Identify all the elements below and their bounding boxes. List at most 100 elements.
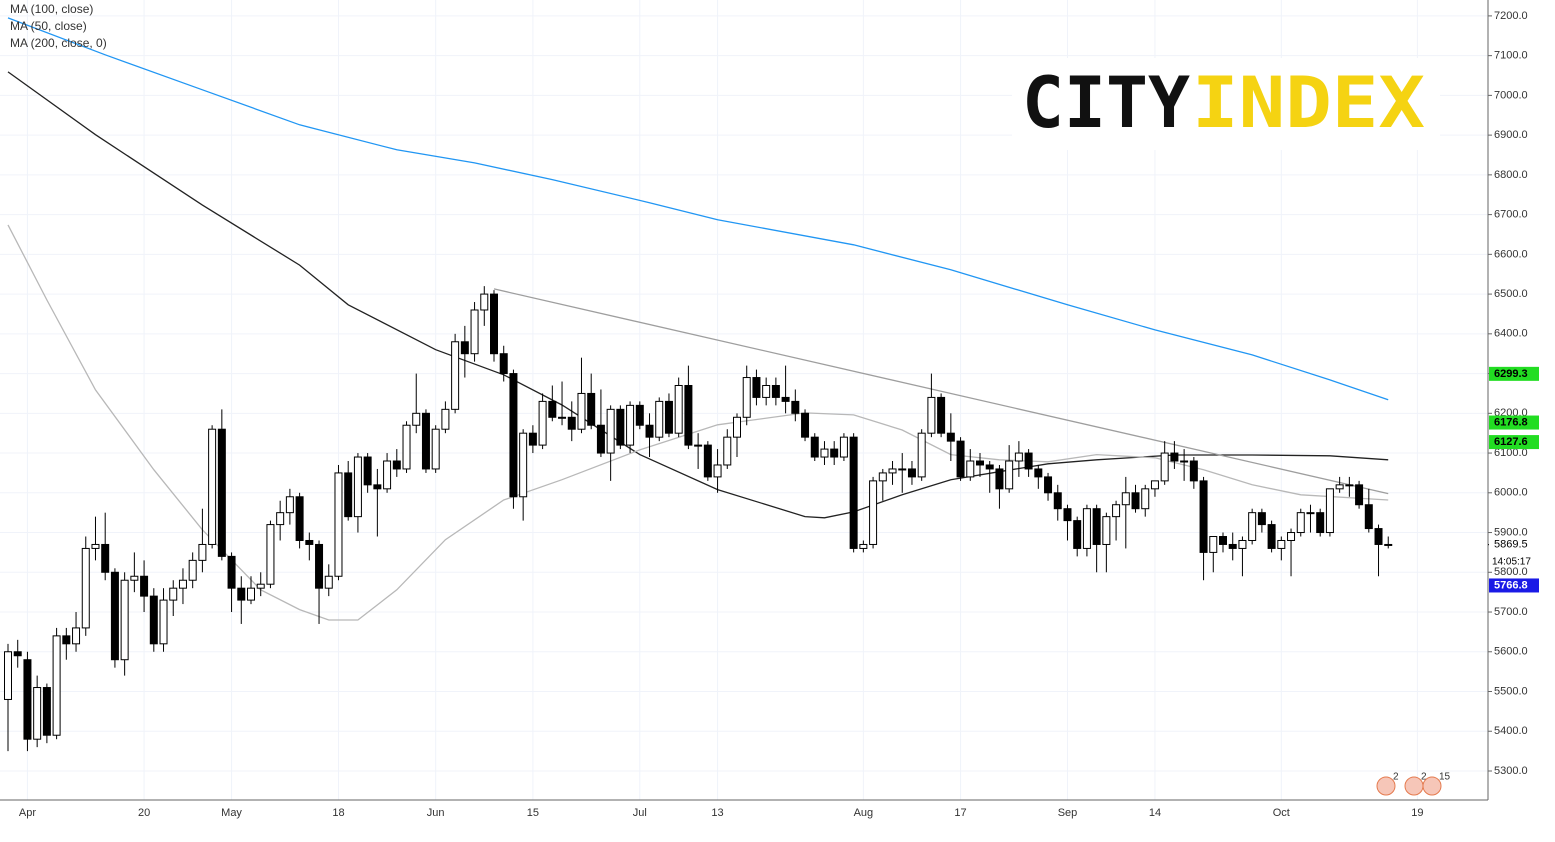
plot [4,17,1393,752]
candle-body [247,587,255,601]
candle-body [1150,480,1159,490]
level-label: 5766.8 [1494,579,1528,591]
candle-body [723,436,732,466]
candle-body [81,547,90,629]
y-tick-label: 6800.0 [1494,169,1528,181]
candle-body [1335,484,1344,490]
candle-body [752,377,761,398]
y-tick-label: 5600.0 [1494,646,1528,658]
x-tick-label: 20 [138,807,150,819]
candle-body [528,432,537,446]
last-price-box [1489,536,1539,564]
candle-body [1228,543,1237,549]
candle-body [451,341,460,410]
x-tick-label: 17 [954,807,966,819]
candle-body [577,392,586,430]
candle-body [587,392,596,426]
candle-body [1053,492,1062,510]
candle-body [188,559,197,581]
candle-body [1014,452,1023,462]
event-icon [1376,776,1396,796]
candle-body [1257,512,1266,526]
candle-body [33,687,42,740]
candle-body [344,472,353,518]
level-label-box [1489,578,1539,593]
candle-body [596,424,605,454]
y-tick-label: 6000.0 [1494,487,1528,499]
candle-body [42,687,51,736]
level-label-box [1489,435,1539,450]
candle-body [441,408,450,430]
candle-body [791,400,800,414]
candle-body [538,400,547,446]
candle-body [480,293,489,311]
candle-body [1287,532,1296,541]
moving-average-line [7,71,1389,519]
level-label-box [1489,415,1539,430]
candle-body [519,432,528,498]
x-tick-label: Aug [854,807,874,819]
candle-body [1364,504,1373,530]
candle-body [674,384,683,434]
x-tick-label: 18 [332,807,344,819]
candle-body [353,456,362,518]
y-tick-label: 5800.0 [1494,566,1528,578]
candle-body [1024,452,1033,470]
candle-body [771,384,780,398]
candle-body [937,396,946,434]
candle-body [334,472,343,577]
x-tick-label: 19 [1411,807,1423,819]
candle-body [1073,520,1082,549]
candle-body [198,543,207,561]
candle-body [1141,488,1150,510]
candle-body [645,424,654,438]
legend-entry: MA (200, close, 0) [10,36,107,50]
candle-body [1277,539,1286,549]
candle-body [985,464,994,470]
y-tick-label: 7200.0 [1494,10,1528,22]
x-tick-label: May [221,807,242,819]
candle-body [801,412,810,438]
y-tick-label: 5700.0 [1494,606,1528,618]
level-label-box [1489,366,1539,381]
candle-body [616,408,625,446]
y-tick-label: 6400.0 [1494,328,1528,340]
candle-body [1238,539,1247,549]
candle-body [830,448,839,458]
y-tick-label: 6100.0 [1494,447,1528,459]
candle-body [208,428,217,545]
candle-body [684,384,693,446]
last-price-label: 5869.5 [1494,539,1528,551]
candle-body [1063,508,1072,522]
candle-body [13,651,22,657]
candle-body [606,408,615,454]
level-label: 6299.3 [1494,368,1528,380]
y-tick-label: 6500.0 [1494,288,1528,300]
candle-body [762,384,771,398]
candle-body [52,635,61,736]
candle-body [295,496,304,541]
candle-body [548,400,557,418]
candle-body [859,543,868,549]
candle-body [1209,536,1218,553]
y-tick-label: 5900.0 [1494,526,1528,538]
candle-body [1082,508,1091,549]
candle-body [101,543,110,573]
candle-body [276,512,285,526]
candle-body [713,464,722,478]
candle-body [1112,504,1121,518]
candle-body [509,373,518,498]
candle-body [781,396,790,402]
candle-body [1034,468,1043,478]
candle-body [23,659,32,740]
candle-body [976,460,984,466]
candle-body [956,440,965,478]
legend-entry: MA (100, close) [10,2,93,16]
level-label: 6127.6 [1494,436,1528,448]
y-tick-label: 6600.0 [1494,248,1528,260]
candle-body [635,404,644,426]
candle-body [917,432,926,478]
candle-body [655,400,664,438]
candle-body [1044,476,1053,494]
candle-body [995,468,1004,490]
